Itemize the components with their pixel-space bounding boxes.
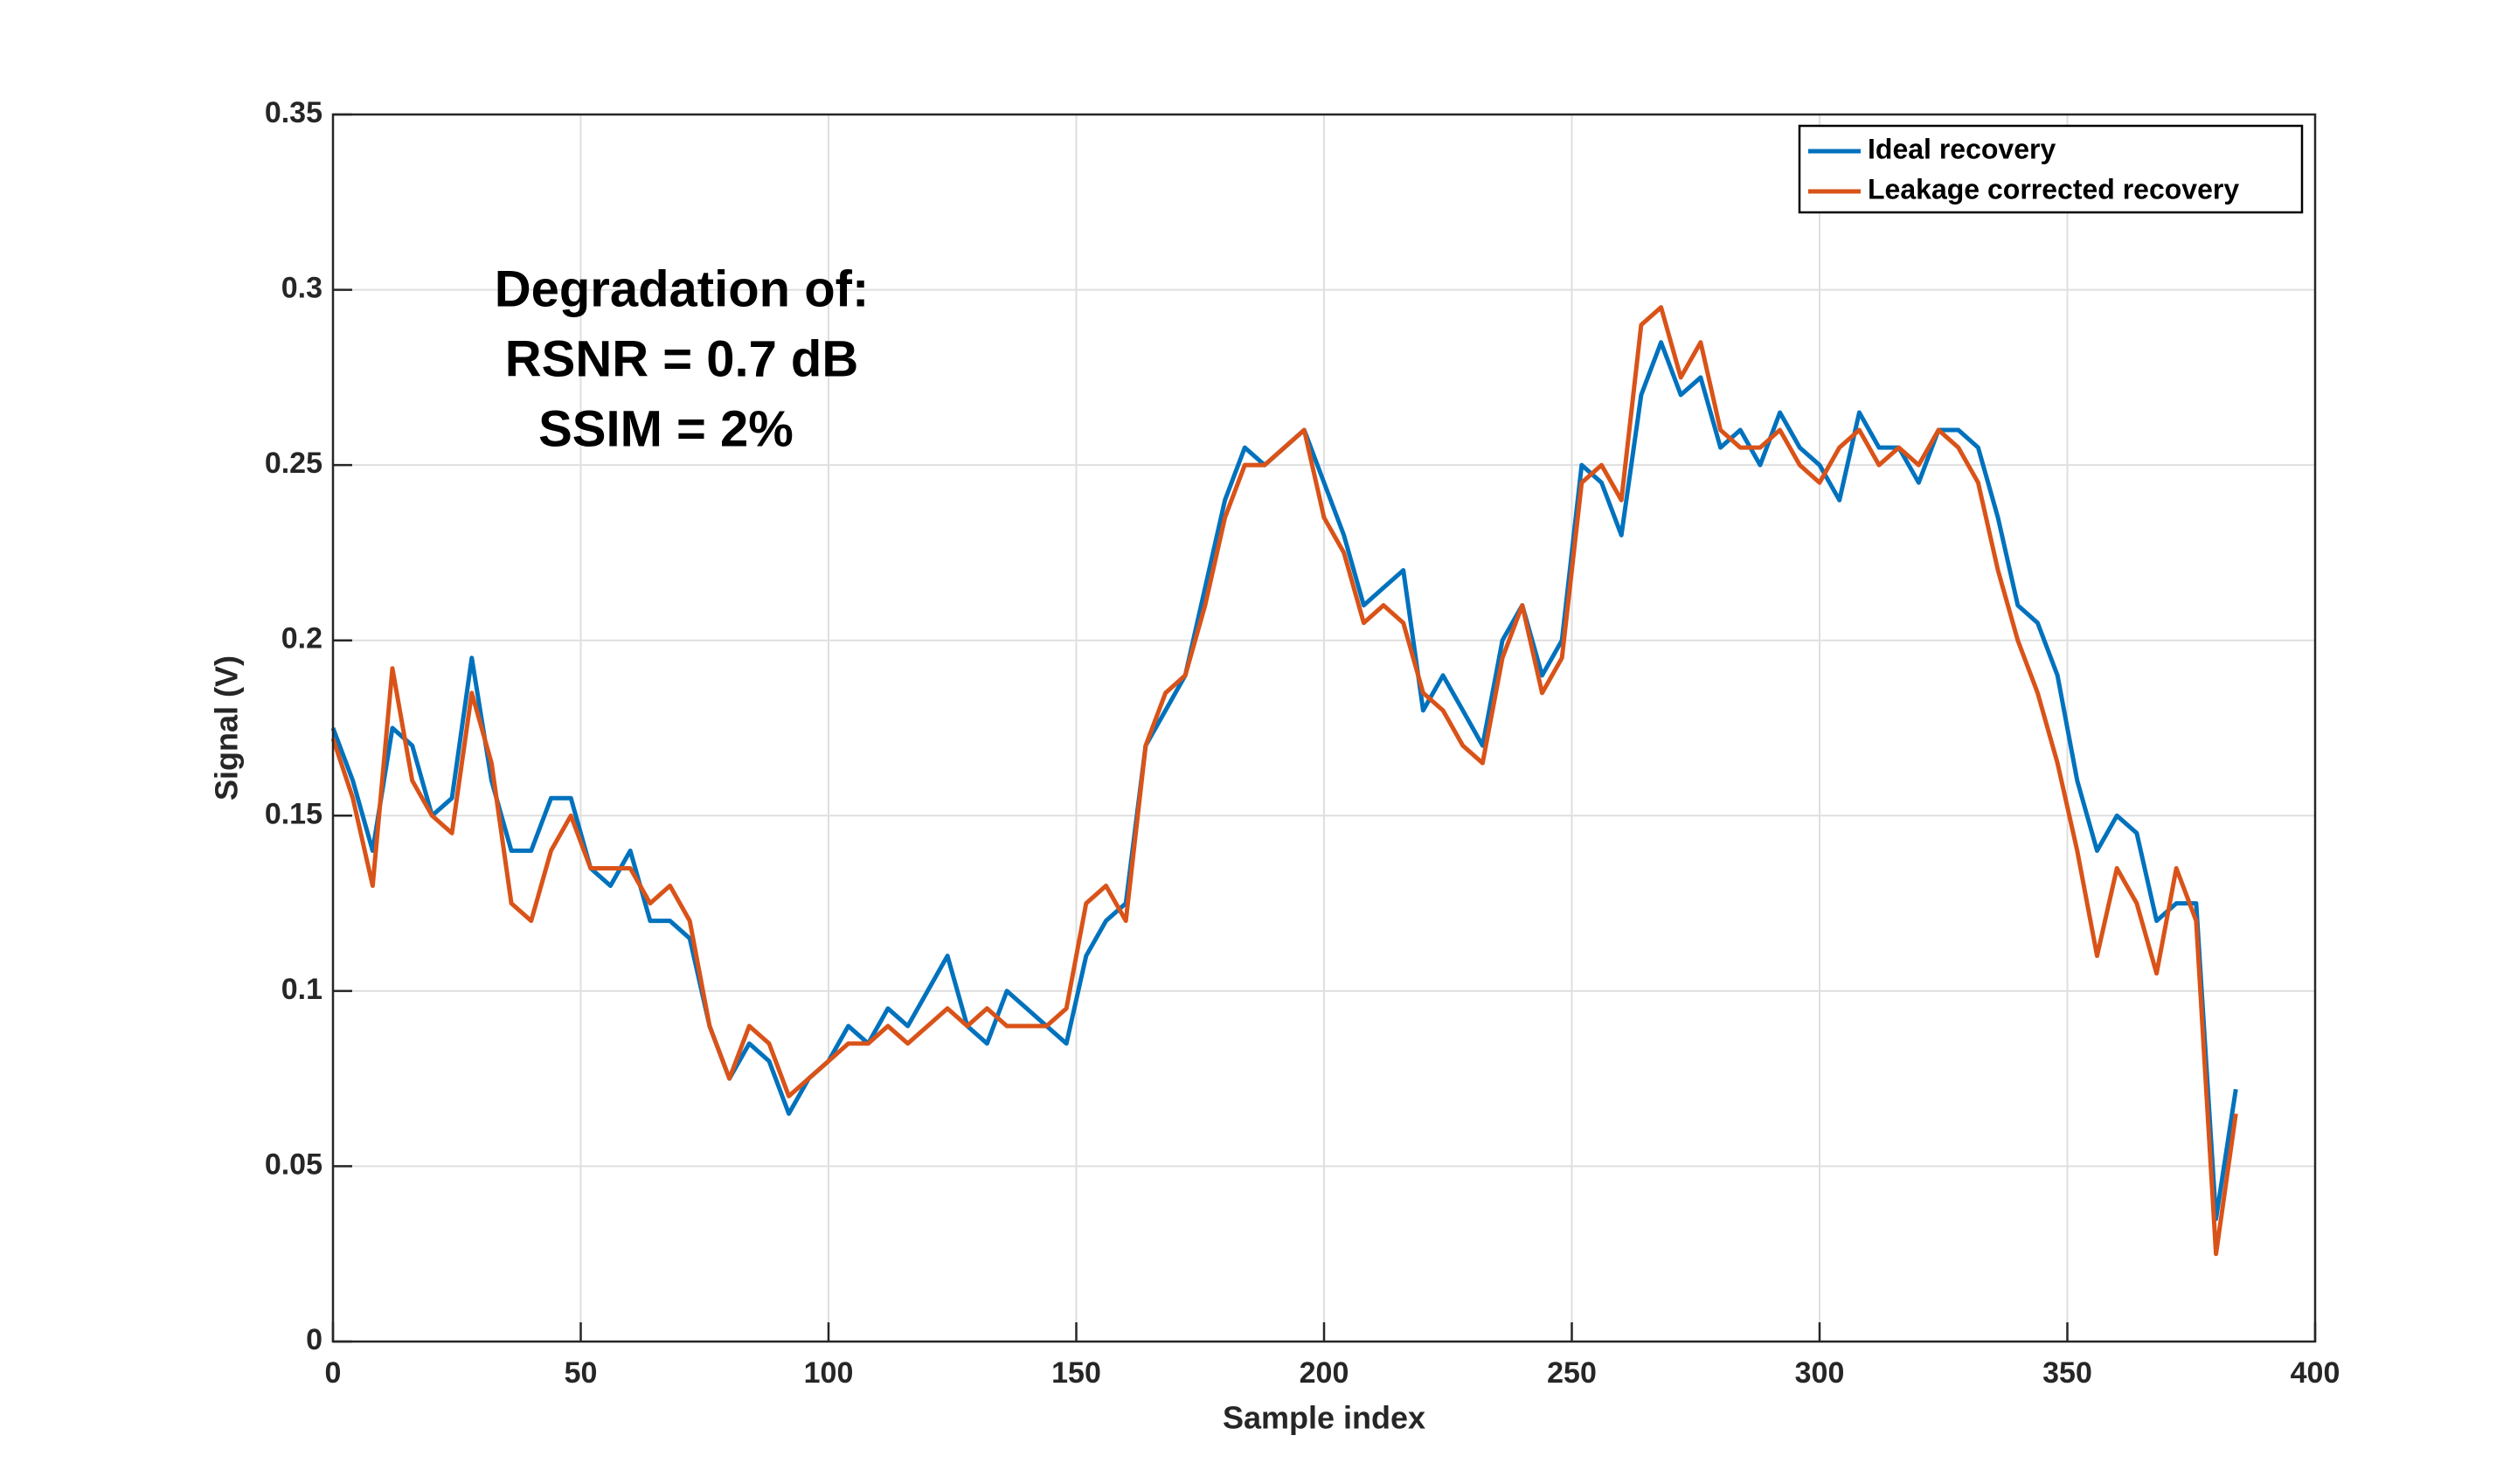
x-tick-label: 0	[325, 1356, 342, 1390]
y-tick-label: 0.1	[281, 973, 322, 1006]
x-tick-label: 200	[1300, 1356, 1349, 1390]
y-tick-label: 0.25	[265, 447, 322, 480]
ticks: 0 50 100 150 200 250 300 350 400 0 0.05 0.1 0.15 0.2 0…	[265, 96, 2340, 1390]
annotation: Degradation of:	[495, 260, 870, 317]
x-tick-label: 400	[2291, 1356, 2340, 1390]
x-tick-label: 150	[1051, 1356, 1101, 1390]
legend-label: Ideal recovery	[1868, 133, 2056, 164]
x-tick-label: 100	[804, 1356, 854, 1390]
y-axis-label: Signal (V)	[209, 655, 245, 801]
y-tick-label: 0.2	[281, 622, 322, 655]
plot-lines	[330, 305, 2238, 1257]
x-tick-label: 250	[1547, 1356, 1597, 1390]
y-tick-label: 0	[306, 1323, 322, 1356]
x-tick-label: 350	[2042, 1356, 2092, 1390]
annotation: RSNR = 0.7 dB	[505, 330, 859, 387]
legend-box	[1798, 124, 2304, 214]
series-line	[330, 305, 2238, 1257]
y-tick-label: 0.05	[265, 1148, 322, 1181]
y-tick-label: 0.35	[265, 96, 322, 129]
x-tick-label: 300	[1795, 1356, 1845, 1390]
y-tick-label: 0.15	[265, 797, 322, 830]
x-tick-label: 50	[565, 1356, 598, 1390]
legend-label: Leakage corrected recovery	[1868, 173, 2239, 205]
legend: Ideal recovery Leakage corrected recovery	[1798, 124, 2304, 214]
annotation: SSIM = 2%	[538, 400, 794, 457]
x-axis-label: Sample index	[1223, 1400, 1425, 1436]
y-tick-label: 0.3	[281, 272, 322, 305]
